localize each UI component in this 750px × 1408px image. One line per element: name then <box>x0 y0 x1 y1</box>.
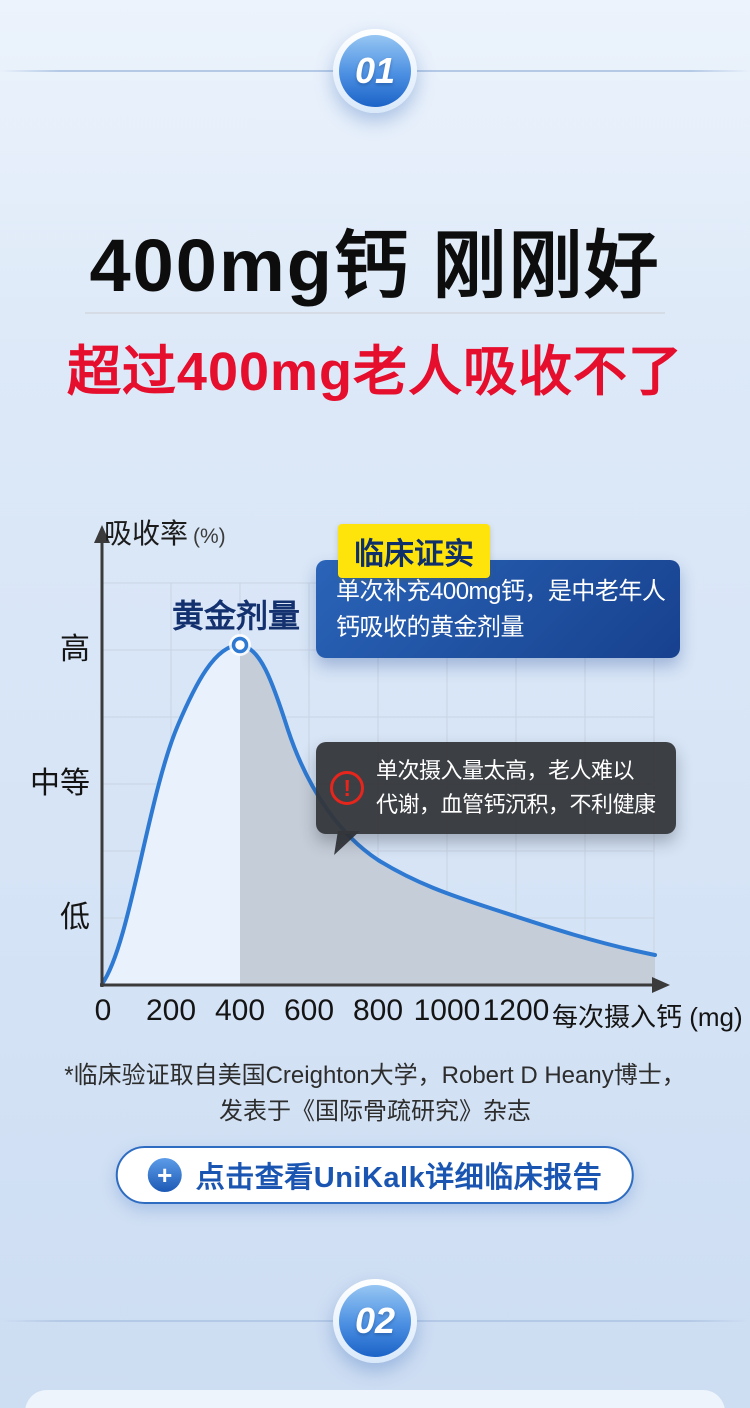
footnote-line2: 发表于《国际骨疏研究》杂志 <box>219 1098 531 1125</box>
x-tick-1200: 1200 <box>482 994 550 1027</box>
warning-icon: ! <box>330 771 364 805</box>
under-curve-fill-left <box>102 645 240 984</box>
x-tick-400: 400 <box>214 994 266 1027</box>
x-tick-1000: 1000 <box>413 994 481 1027</box>
x-axis-title: 每次摄入钙 (mg) <box>552 1002 743 1032</box>
view-clinical-report-button[interactable]: + 点击查看UniKalk详细临床报告 <box>115 1146 635 1204</box>
x-tick-0: 0 <box>94 994 112 1027</box>
under-curve-fill-right <box>240 645 655 984</box>
next-section-card-top <box>25 1390 725 1408</box>
page-title: 400mg钙 刚刚好 <box>89 224 661 307</box>
golden-dose-label: 黄金剂量 <box>171 598 300 634</box>
absorption-curve <box>100 642 657 986</box>
clinical-source-footnote: *临床验证取自美国Creighton大学，Robert D Heany博士， 发… <box>0 1058 750 1130</box>
page-subtitle: 超过400mg老人吸收不了 <box>66 342 684 402</box>
y-tick-low: 低 <box>60 901 90 934</box>
overdose-warning-line2: 代谢，血管钙沉积，不利健康 <box>376 792 656 817</box>
section-number-badge-02: 02 <box>333 1279 417 1363</box>
view-clinical-report-label: 点击查看UniKalk详细临床报告 <box>195 1162 603 1194</box>
golden-dose-tooltip: 单次补充400mg钙，是中老年人 钙吸收的黄金剂量 <box>316 560 680 658</box>
y-tick-medium: 中等 <box>30 767 90 800</box>
x-tick-200: 200 <box>145 994 197 1027</box>
clinical-proof-badge: 临床证实 <box>338 524 490 578</box>
title-divider <box>85 312 665 314</box>
y-axis-arrow <box>94 525 110 543</box>
section-number-ball: 01 <box>339 35 411 107</box>
y-tick-high: 高 <box>60 633 90 666</box>
overdose-warning-tooltip: ! 单次摄入量太高，老人难以 代谢，血管钙沉积，不利健康 <box>316 742 676 834</box>
y-axis-title-text: 吸收率 <box>104 518 189 549</box>
overdose-warning-text: 单次摄入量太高，老人难以 代谢，血管钙沉积，不利健康 <box>376 754 656 822</box>
peak-marker-dot <box>231 636 249 654</box>
x-tick-600: 600 <box>283 994 335 1027</box>
section-number-ball: 02 <box>339 1285 411 1357</box>
x-tick-800: 800 <box>352 994 404 1027</box>
plus-icon: + <box>147 1158 182 1192</box>
overdose-warning-line1: 单次摄入量太高，老人难以 <box>376 758 635 783</box>
y-axis-unit: (%) <box>193 525 226 548</box>
x-axis-arrow <box>652 977 670 993</box>
section-number-text: 01 <box>354 50 396 91</box>
golden-dose-tooltip-line2: 钙吸收的黄金剂量 <box>336 614 525 641</box>
y-axis-title: 吸收率 (%) <box>104 512 226 552</box>
footnote-line1: *临床验证取自美国Creighton大学，Robert D Heany博士， <box>64 1062 686 1089</box>
section-number-text: 02 <box>354 1300 396 1341</box>
golden-dose-tooltip-line1: 单次补充400mg钙，是中老年人 <box>336 578 666 605</box>
absorption-curve-svg <box>94 525 670 993</box>
section-number-badge-01: 01 <box>333 29 417 113</box>
